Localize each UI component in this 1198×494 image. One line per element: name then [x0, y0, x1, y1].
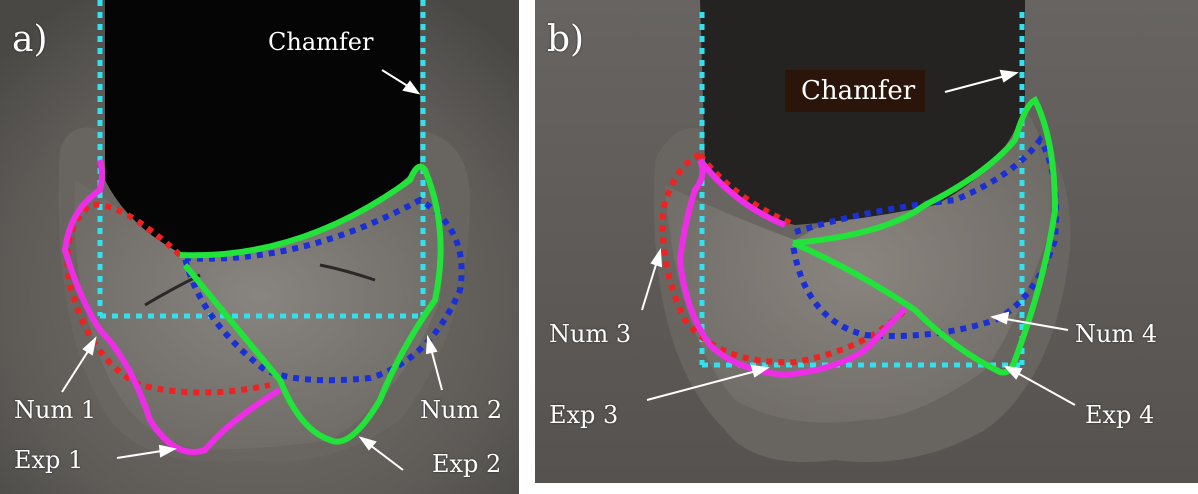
chamfer-label: Chamfer — [785, 70, 926, 112]
num-right-label: Num 4 — [1075, 320, 1158, 348]
panel-a-weld-cross-section: a) Chamfer Num 1 Exp 1 Num 2 Exp 2 — [0, 0, 519, 494]
numerical-right-contour — [182, 196, 465, 384]
experimental-left-contour-upper — [697, 158, 787, 228]
experimental-left-contour — [676, 158, 908, 379]
experimental-right-contour — [791, 95, 1059, 376]
exp-right-label: Exp 4 — [1085, 401, 1155, 429]
chamfer-label: Chamfer — [268, 28, 374, 56]
chamfer-outline — [699, 12, 1025, 368]
numerical-left-contour — [64, 201, 271, 396]
chamfer-outline — [97, 0, 426, 319]
panel-letter: b) — [547, 19, 585, 60]
numerical-left-contour-upper — [697, 153, 797, 228]
num-left-label: Num 3 — [549, 320, 632, 348]
crack-mark — [319, 263, 376, 282]
numerical-right-contour — [790, 134, 1059, 339]
annotation-arrows — [641, 69, 1076, 406]
num-right-label: Num 2 — [420, 396, 503, 424]
annotation-arrows — [61, 69, 443, 471]
exp-right-label: Exp 2 — [432, 450, 502, 478]
experimental-right-contour — [179, 163, 444, 445]
chamfer-groove — [105, 0, 420, 258]
panel-a-micrograph — [0, 0, 519, 494]
panel-b-weld-cross-section: b) Chamfer Num 3 Exp 3 Num 4 Exp 4 — [535, 0, 1198, 483]
num-left-label: Num 1 — [14, 396, 97, 424]
chamfer-groove — [700, 0, 1025, 225]
fusion-zone — [74, 170, 443, 450]
numerical-left-contour — [659, 152, 908, 366]
panel-letter: a) — [12, 19, 48, 60]
experimental-left-contour — [61, 159, 282, 455]
exp-left-label: Exp 1 — [14, 446, 84, 474]
exp-left-label: Exp 3 — [549, 401, 619, 429]
